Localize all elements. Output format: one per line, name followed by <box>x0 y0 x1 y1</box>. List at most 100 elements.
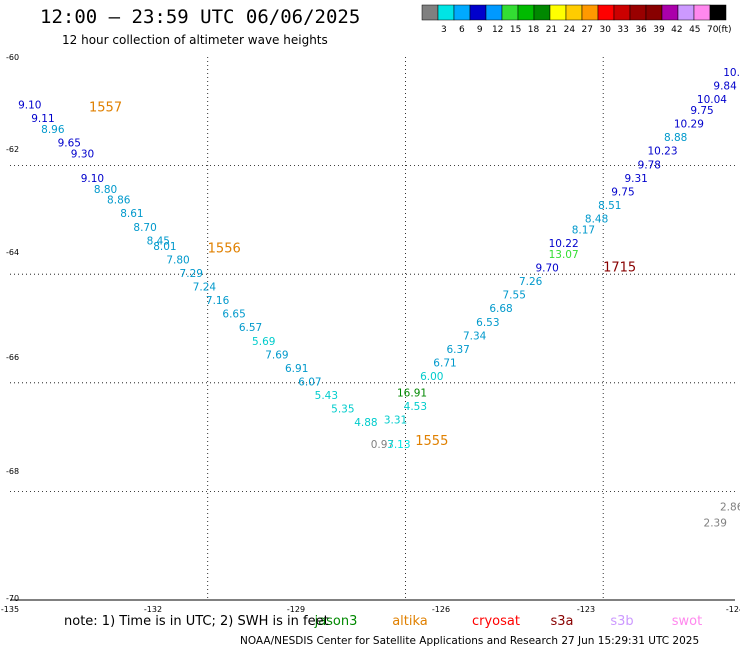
x-tick-label: -124 <box>726 605 740 614</box>
legend-entry-s3a: s3a <box>550 614 573 629</box>
legend-entry-swot: swot <box>672 614 702 629</box>
legend-entry-altika: altika <box>392 614 428 629</box>
swh-value-label: 3.13 <box>387 439 410 451</box>
colorbar-tick-label: 9 <box>477 25 483 35</box>
colorbar-tick-label: 18 <box>528 25 540 35</box>
swh-value-label: 0.97 <box>371 439 394 451</box>
swh-value-label: 13.07 <box>549 249 579 261</box>
orbit-number-label: 1557 <box>89 100 122 115</box>
legend-entry-cryosat: cryosat <box>472 614 520 629</box>
colorbar-swatch <box>485 4 503 21</box>
swh-value-label: 10.22 <box>549 238 579 250</box>
swh-value-label: 7.26 <box>519 276 543 288</box>
y-tick-label: -66 <box>6 353 19 362</box>
colorbar-swatch <box>517 4 535 21</box>
swh-value-label: 8.86 <box>107 195 131 207</box>
swh-value-label: 6.37 <box>446 344 469 356</box>
swh-value-label: 8.88 <box>664 132 687 144</box>
swh-value-label: 6.57 <box>239 322 262 334</box>
colorbar-tick-label: 24 <box>564 25 576 35</box>
legend-entry-jason3: jason3 <box>314 614 358 629</box>
footer-text: NOAA/NESDIS Center for Satellite Applica… <box>240 635 699 647</box>
swh-value-label: 2.39 <box>704 518 727 530</box>
swh-value-label: 16.91 <box>397 387 427 399</box>
swh-value-label: 9.78 <box>638 159 661 171</box>
swh-value-label: 7.55 <box>503 290 526 302</box>
colorbar-tick-label: 42 <box>671 25 682 35</box>
colorbar: 3 6 9 12 15 18 21 24 27 30 33 36 39 42 45 70 (ft) <box>421 4 732 35</box>
colorbar-tick-label: 45 <box>689 25 700 35</box>
swh-value-label: 10.29 <box>674 119 704 131</box>
swh-value-label: 6.07 <box>298 377 321 389</box>
swh-value-label: 9.11 <box>31 113 54 125</box>
swh-value-label: 8.70 <box>133 222 156 234</box>
colorbar-tick-label: 3 <box>441 25 447 35</box>
swh-value-label: 9.84 <box>713 81 737 93</box>
swh-value-label: 7.24 <box>193 281 217 293</box>
swh-value-label: 5.35 <box>331 404 354 416</box>
x-tick-label: -132 <box>144 605 162 614</box>
colorbar-tick-label: 21 <box>546 25 557 35</box>
swh-value-label: 7.29 <box>180 268 203 280</box>
colorbar-swatch <box>549 4 567 21</box>
colorbar-tick-label: 33 <box>617 25 628 35</box>
swh-value-label: 6.53 <box>476 317 499 329</box>
swh-value-label: 4.88 <box>354 417 377 429</box>
swh-value-label: 9.70 <box>535 262 558 274</box>
x-tick-label: -135 <box>1 605 19 614</box>
x-tick-label: -129 <box>287 605 305 614</box>
colorbar-swatch <box>629 4 647 21</box>
swh-value-label: 9.10 <box>81 173 104 185</box>
swh-value-label: 4.53 <box>404 401 427 413</box>
swh-value-label: 8.80 <box>94 184 117 196</box>
chart-title: 12:00 – 23:59 UTC 06/06/2025 <box>40 6 361 28</box>
y-tick-label: -70 <box>6 594 19 603</box>
swh-value-label: 8.48 <box>585 214 608 226</box>
colorbar-tick-label: 36 <box>635 25 647 35</box>
colorbar-swatch <box>661 4 679 21</box>
swh-value-label: 7.16 <box>206 295 230 307</box>
x-tick-label: -123 <box>577 605 595 614</box>
y-tick-label: -64 <box>6 248 19 257</box>
swh-value-label: 8.17 <box>572 224 595 236</box>
swh-value-label: 8.01 <box>153 241 176 253</box>
colorbar-swatch <box>597 4 615 21</box>
colorbar-swatch <box>453 4 471 21</box>
colorbar-swatch <box>613 4 631 21</box>
colorbar-tick-label: 15 <box>510 25 521 35</box>
swh-value-label: 7.80 <box>166 254 189 266</box>
colorbar-tick-label: 70 <box>707 25 719 35</box>
swh-value-label: 8.96 <box>41 124 65 136</box>
swh-value-label: 10.23 <box>647 146 677 158</box>
swh-value-label: 7.34 <box>463 330 487 342</box>
orbit-labels: 155715561555171517131714 <box>89 100 636 449</box>
swh-value-label: 6.68 <box>489 303 512 315</box>
swh-value-label: 6.71 <box>433 358 456 370</box>
swh-value-label: 9.31 <box>624 173 647 185</box>
legend-entry-s3b: s3b <box>610 614 633 629</box>
colorbar-tick-label: 39 <box>653 25 665 35</box>
swh-value-label: 2.86 <box>720 501 740 513</box>
colorbar-tick-label: 12 <box>492 25 503 35</box>
colorbar-swatch <box>693 4 711 21</box>
colorbar-swatch <box>709 4 727 21</box>
orbit-number-label: 1555 <box>415 434 448 449</box>
chart-subtitle: 12 hour collection of altimeter wave hei… <box>62 33 328 47</box>
colorbar-tick-label: 27 <box>582 25 593 35</box>
swh-value-label: 6.65 <box>222 309 245 321</box>
swh-value-label: 10.04 <box>697 94 727 106</box>
note-text: note: 1) Time is in UTC; 2) SWH is in fe… <box>64 614 329 629</box>
x-tick-label: -126 <box>432 605 450 614</box>
colorbar-swatch <box>581 4 599 21</box>
swh-value-label: 8.61 <box>120 208 143 220</box>
swh-value-label: 7.69 <box>265 349 288 361</box>
swh-value-label: 9.75 <box>611 186 634 198</box>
satellite-legend: jason3 altika cryosat s3a s3b swot <box>314 614 703 629</box>
colorbar-swatch <box>469 4 487 21</box>
swh-value-label: 3.31 <box>384 415 407 427</box>
y-tick-label: -60 <box>6 53 19 62</box>
swh-value-label: 6.91 <box>285 363 308 375</box>
colorbar-swatch <box>501 4 519 21</box>
swh-value-label: 5.43 <box>315 390 338 402</box>
